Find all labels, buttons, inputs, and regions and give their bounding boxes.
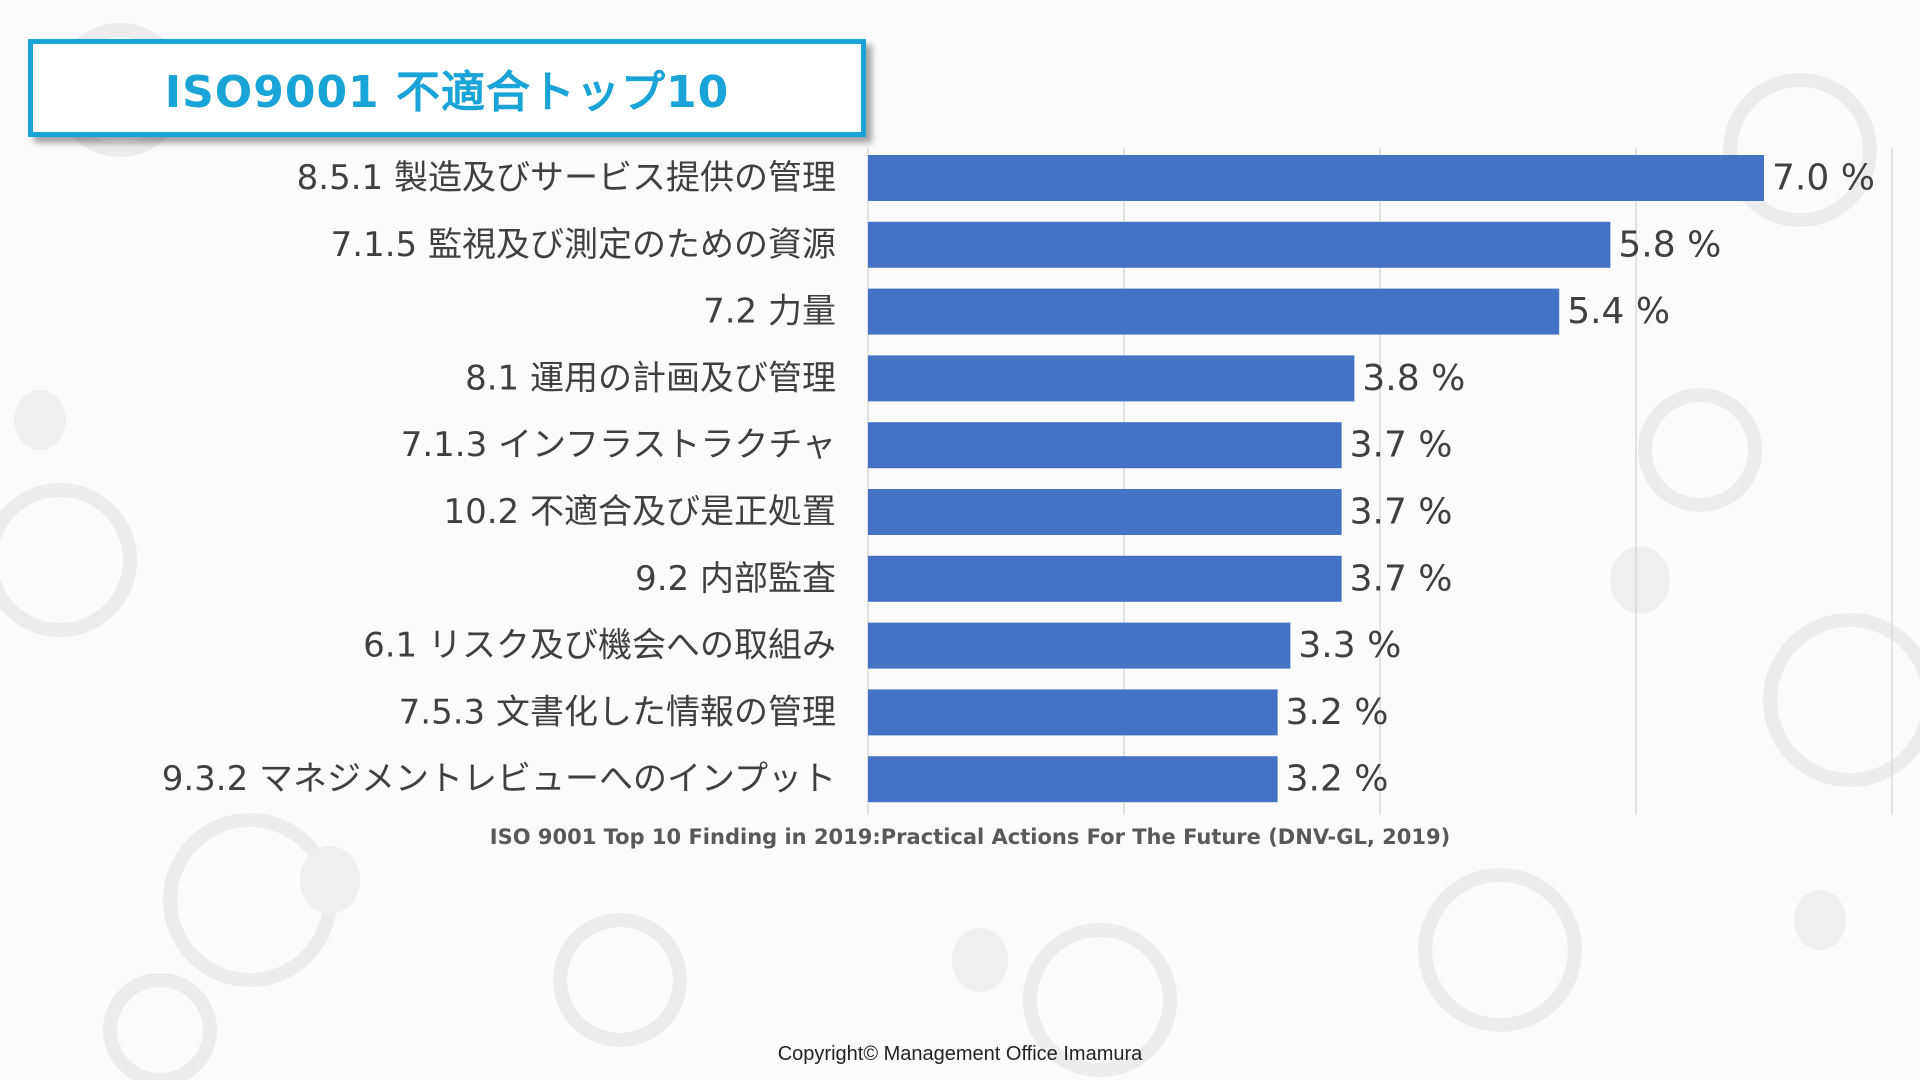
category-label: 8.5.1 製造及びサービス提供の管理 [297, 158, 836, 198]
category-label: 9.2 内部監査 [635, 559, 836, 599]
data-label: 3.2 % [1286, 759, 1389, 800]
source-note: ISO 9001 Top 10 Finding in 2019:Practica… [0, 825, 1920, 849]
category-label: 10.2 不適合及び是正処置 [443, 492, 836, 532]
category-label: 7.1.3 インフラストラクチャ [401, 425, 836, 465]
data-label: 3.3 % [1298, 625, 1401, 666]
category-label: 7.2 力量 [703, 292, 836, 332]
bar [868, 221, 1611, 268]
bar [868, 622, 1291, 669]
data-label: 3.7 % [1350, 492, 1453, 533]
bar [868, 555, 1342, 602]
bar [868, 689, 1278, 736]
bar [868, 288, 1560, 335]
data-label: 5.8 % [1618, 224, 1721, 265]
data-label: 3.7 % [1350, 558, 1453, 599]
bar [868, 489, 1342, 535]
bars [868, 155, 1764, 803]
data-label: 3.8 % [1362, 358, 1465, 399]
bar [868, 155, 1764, 201]
category-label: 7.5.3 文書化した情報の管理 [399, 692, 836, 732]
category-label: 8.1 運用の計画及び管理 [465, 358, 836, 398]
data-label: 5.4 % [1567, 291, 1670, 332]
bar [868, 355, 1355, 402]
bar [868, 756, 1278, 803]
category-label: 7.1.5 監視及び測定のための資源 [331, 225, 836, 265]
source-citation: ISO 9001 Top 10 Finding in 2019:Practica… [489, 825, 1451, 849]
bar [868, 422, 1342, 469]
page-title: ISO9001 不適合トップ10 [164, 67, 730, 118]
category-label: 6.1 リスク及び機会への取組み [363, 626, 836, 666]
copyright-notice: Copyright© Management Office Imamura [777, 1043, 1143, 1065]
data-label: 7.0 % [1772, 158, 1875, 199]
title-box: ISO9001 不適合トップ10 [28, 39, 866, 137]
data-label: 3.2 % [1286, 692, 1389, 733]
category-label: 9.3.2 マネジメントレビューへのインプット [162, 759, 836, 799]
category-labels: 8.5.1 製造及びサービス提供の管理 7.1.5 監視及び測定のための資源 7.2… [162, 158, 836, 799]
data-label: 3.7 % [1350, 425, 1453, 466]
data-labels: 7.0 % 5.8 % 5.4 % 3.8 % 3.7 % 3.7 % 3.7 % 3.3 %… [1286, 158, 1875, 800]
